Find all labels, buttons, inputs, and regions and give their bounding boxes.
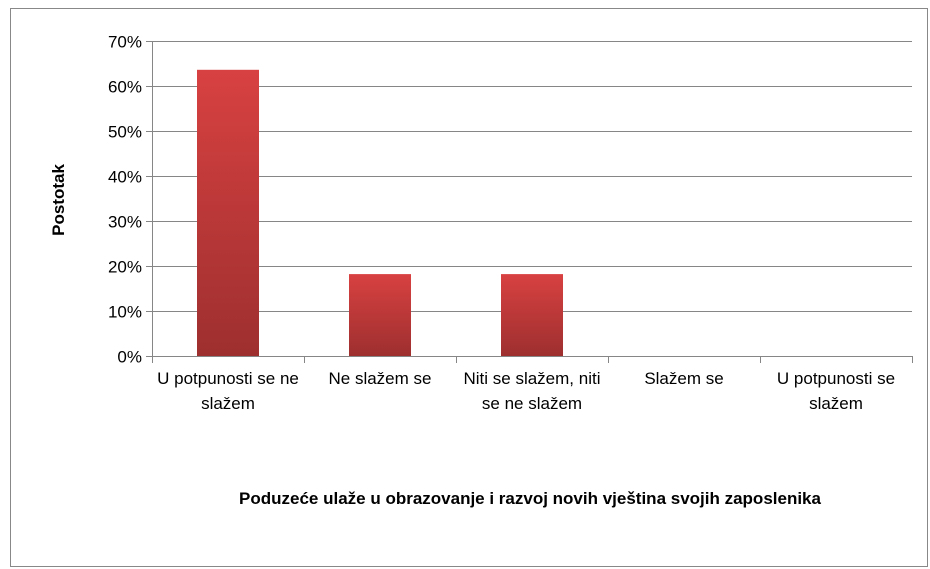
bar	[501, 274, 563, 356]
y-tick-label: 70%	[108, 33, 142, 52]
bar	[197, 69, 259, 357]
y-axis-title: Postotak	[49, 164, 68, 236]
y-tick-label: 50%	[108, 123, 142, 142]
y-tick-label: 20%	[108, 258, 142, 277]
x-tick-label: U potpunosti se ne slažem	[157, 369, 299, 413]
x-tick-label: Slažem se	[644, 369, 724, 388]
x-tick-label: Niti se slažem, niti se ne slažem	[463, 369, 601, 413]
y-tick-label: 0%	[117, 348, 142, 367]
x-axis-title: Poduzeće ulaže u obrazovanje i razvoj no…	[239, 489, 821, 508]
y-tick-label: 10%	[108, 303, 142, 322]
x-tick-label: Ne slažem se	[328, 369, 432, 388]
chart-border	[10, 8, 928, 567]
y-tick-label: 60%	[108, 78, 142, 97]
y-tick-label: 30%	[108, 213, 142, 232]
bar	[349, 274, 411, 356]
x-tick-label: U potpunosti se slažem	[776, 369, 896, 413]
y-tick-label: 40%	[108, 168, 142, 187]
